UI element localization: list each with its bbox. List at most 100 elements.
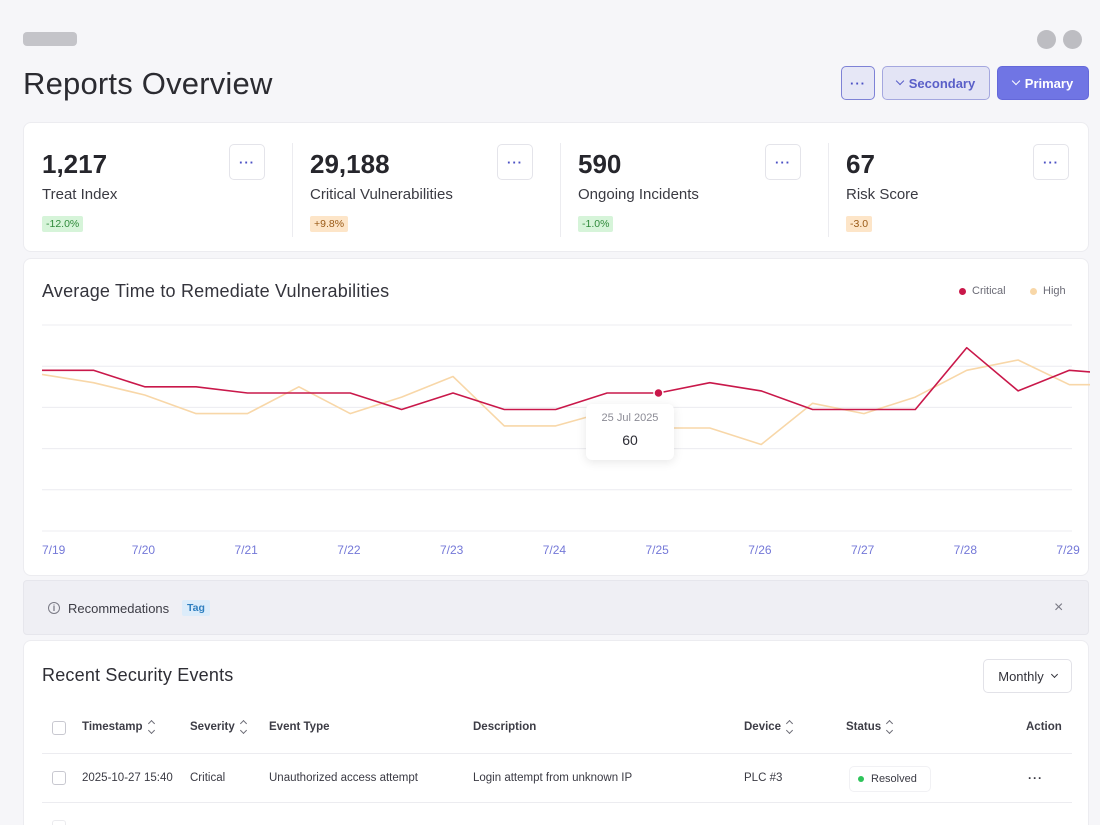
sort-icon [786, 719, 794, 735]
kpi-risk-score: 67 Risk Score -3.0 ··· [828, 123, 1096, 253]
sort-icon [147, 719, 155, 735]
x-tick-label: 7/23 [440, 543, 464, 557]
more-icon: ··· [507, 154, 523, 170]
tooltip-date: 25 Jul 2025 [601, 412, 659, 424]
kpi-more-button[interactable]: ··· [765, 144, 801, 180]
kpi-value: 1,217 [42, 149, 108, 179]
kpi-value: 590 [578, 149, 622, 179]
kpi-ongoing-incidents: 590 Ongoing Incidents -1.0% ··· [560, 123, 828, 253]
chevron-down-icon [1011, 76, 1021, 86]
table-divider [42, 802, 1072, 803]
alert-tag: Tag [182, 600, 210, 616]
column-header-timestamp[interactable]: Timestamp [82, 719, 155, 735]
kpi-more-button[interactable]: ··· [229, 144, 265, 180]
column-header-label: Action [1026, 721, 1062, 733]
more-icon: ··· [1028, 771, 1043, 785]
sort-icon [886, 719, 894, 735]
chevron-down-icon [895, 76, 904, 86]
kpi-label: Risk Score [846, 186, 919, 203]
kpi-label: Ongoing Incidents [578, 186, 699, 203]
row-action-button[interactable]: ··· [1028, 771, 1043, 785]
legend-item-high[interactable]: High [1030, 285, 1066, 297]
x-tick-label: 7/20 [132, 543, 156, 557]
series-line-critical [42, 346, 1090, 411]
chevron-down-icon [1050, 670, 1058, 678]
close-icon[interactable]: × [1054, 599, 1064, 616]
row-checkbox[interactable] [52, 771, 66, 785]
x-tick-label: 7/27 [851, 543, 875, 557]
alert-text: Recommedations [68, 601, 170, 616]
x-tick-label: 7/24 [543, 543, 567, 557]
recommendations-alert: i Recommedations Tag × [23, 580, 1089, 635]
series-line-high [41, 359, 1090, 446]
more-icon: ··· [239, 154, 255, 170]
column-header-status[interactable]: Status [846, 719, 894, 735]
kpi-more-button[interactable]: ··· [497, 144, 533, 180]
more-icon: ··· [1043, 154, 1059, 170]
kpi-delta-badge: -12.0% [42, 216, 84, 232]
cell-description: Login attempt from unknown IP [473, 772, 633, 784]
page-title: Reports Overview [23, 66, 273, 101]
chart-tooltip: 25 Jul 2025 60 [586, 404, 674, 460]
kpi-delta-badge: +9.8% [310, 216, 349, 232]
sort-icon [239, 719, 247, 735]
x-tick-label: 7/28 [954, 543, 978, 557]
kpi-divider [828, 143, 829, 237]
column-header-label: Status [846, 721, 882, 733]
cell-event-type: Unauthorized access attempt [269, 772, 418, 784]
select-all-checkbox[interactable] [52, 721, 66, 735]
primary-button-label: Primary [1024, 75, 1074, 91]
more-options-button[interactable]: ··· [841, 66, 875, 100]
kpi-more-button[interactable]: ··· [1033, 144, 1069, 180]
kpi-label: Critical Vulnerabilities [310, 186, 453, 203]
column-header-label: Timestamp [82, 721, 143, 733]
kpi-value: 29,188 [310, 149, 390, 179]
table-divider [42, 753, 1072, 754]
x-tick-label: 7/25 [645, 543, 669, 557]
column-header-label: Event Type [269, 721, 330, 733]
cell-timestamp: 2025-10-27 15:40 [82, 772, 173, 784]
kpi-value: 67 [846, 149, 875, 179]
column-header-label: Severity [190, 721, 235, 733]
kpi-divider [292, 143, 293, 237]
legend-item-critical[interactable]: Critical [959, 285, 1006, 297]
period-select[interactable]: Monthly [983, 659, 1072, 693]
kpi-treat-index: 1,217 Treat Index -12.0% ··· [24, 123, 292, 253]
tooltip-value: 60 [622, 432, 638, 448]
legend-swatch-high [1030, 287, 1037, 295]
highlight-point [653, 387, 664, 399]
window-control-icon[interactable] [1037, 30, 1056, 49]
primary-button[interactable]: Primary [997, 66, 1089, 100]
table-title: Recent Security Events [42, 665, 234, 685]
line-chart[interactable]: 7/19 7/20 7/21 7/22 7/23 7/24 7/25 7/26 7/27 7/28… [24, 259, 1090, 577]
column-header-action: Action [1026, 721, 1062, 733]
legend-label: High [1043, 285, 1066, 297]
kpi-delta-badge: -1.0% [578, 216, 614, 232]
kpi-card: 1,217 Treat Index -12.0% ··· 29,188 Crit… [23, 122, 1089, 252]
period-select-value: Monthly [998, 668, 1044, 684]
kpi-divider [560, 143, 561, 237]
column-header-device[interactable]: Device [744, 719, 794, 735]
column-header-severity[interactable]: Severity [190, 719, 247, 735]
kpi-label: Treat Index [42, 186, 118, 203]
chart-title: Average Time to Remediate Vulnerabilitie… [42, 281, 390, 301]
info-icon: i [48, 602, 60, 614]
more-icon: ··· [850, 75, 866, 91]
status-label: Resolved [871, 773, 917, 785]
column-header-description: Description [473, 721, 536, 733]
secondary-button-label: Secondary [908, 75, 976, 91]
kpi-critical-vulnerabilities: 29,188 Critical Vulnerabilities +9.8% ··… [292, 123, 560, 253]
window-control-icon[interactable] [1063, 30, 1082, 49]
cell-device: PLC #3 [744, 772, 783, 784]
window-top-bar [0, 0, 1100, 60]
more-icon: ··· [775, 154, 791, 170]
row-checkbox[interactable] [52, 820, 66, 825]
x-tick-label: 7/22 [337, 543, 361, 557]
x-tick-label: 7/26 [748, 543, 772, 557]
window-drag-handle[interactable] [23, 32, 77, 46]
legend-swatch-critical [959, 287, 966, 295]
secondary-button[interactable]: Secondary [882, 66, 990, 100]
x-tick-label: 7/21 [234, 543, 258, 557]
kpi-delta-badge: -3.0 [846, 216, 873, 232]
status-dot-icon [858, 776, 864, 782]
